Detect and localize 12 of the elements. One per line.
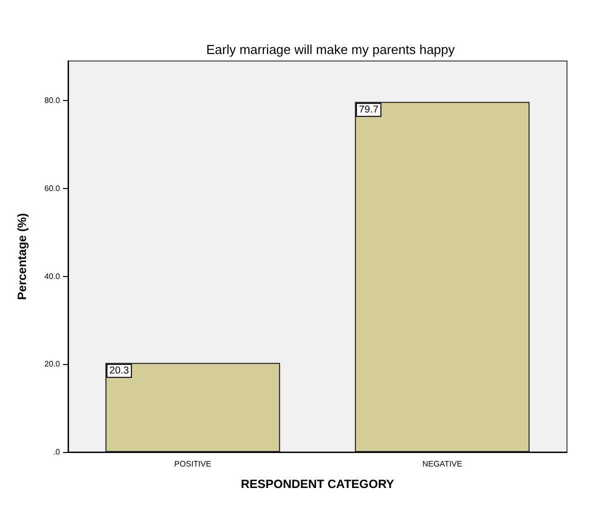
y-tick-label: 60.0 bbox=[44, 184, 61, 193]
x-tick-label: NEGATIVE bbox=[422, 460, 462, 468]
y-tick-label: .0 bbox=[53, 448, 61, 456]
y-tick-label: 20.0 bbox=[44, 360, 61, 369]
data-label: 79.7 bbox=[358, 104, 379, 116]
x-axis-title: RESPONDENT CATEGORY bbox=[240, 477, 394, 491]
y-tick-label: 80.0 bbox=[44, 96, 61, 106]
y-tick-label: 40.0 bbox=[44, 272, 61, 281]
x-tick-label: POSITIVE bbox=[174, 460, 212, 468]
chart-title: Early marriage will make my parents happy bbox=[206, 42, 456, 57]
y-axis-title: Percentage (%) bbox=[15, 213, 29, 300]
data-label: 20.3 bbox=[109, 365, 130, 376]
